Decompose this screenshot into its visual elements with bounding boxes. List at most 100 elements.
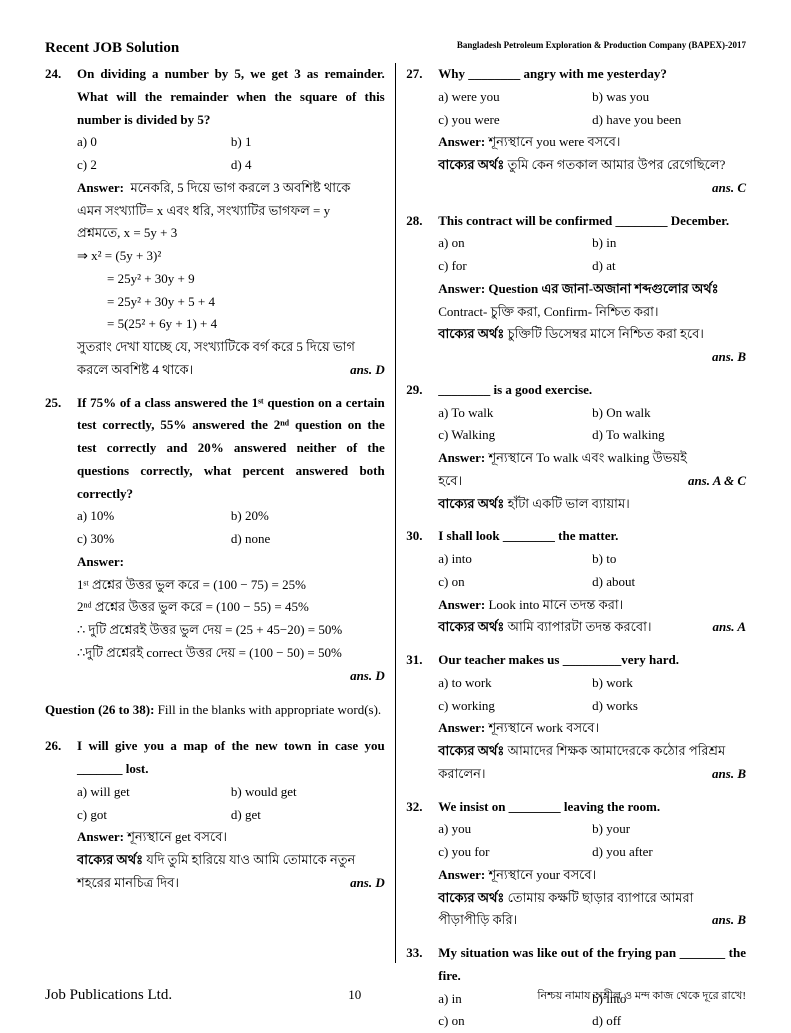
q32-bt1: তোমায় কক্ষটি ছাড়ার ব্যাপারে আমরা (508, 890, 694, 905)
q31-bl: বাক্যের অর্থঃ (438, 743, 507, 758)
q24-opt-d: d) 4 (231, 154, 385, 177)
q27-text: Why ________ angry with me yesterday? (438, 63, 746, 86)
q26-text: I will give you a map of the new town in… (77, 735, 385, 781)
q24-opt-b: b) 1 (231, 131, 385, 154)
q26-opt-c: c) got (77, 804, 231, 827)
q24-exp5: = 25y² + 30y + 9 (77, 268, 385, 291)
q31-opt-b: b) work (592, 672, 746, 695)
q30-at: Look into মানে তদন্ত করা। (488, 597, 623, 612)
footer-right: নিশ্চয় নামায অশ্লীল ও মন্দ কাজ থেকে দূর… (537, 987, 746, 1006)
q31-at: শূন্যস্থানে work বসবে। (488, 720, 599, 735)
q32-opt-d: d) you after (592, 841, 746, 864)
q28-opt-b: b) in (592, 232, 746, 255)
q26-bl: বাক্যের অর্থঃ (77, 852, 146, 867)
q32-opt-a: a) you (438, 818, 592, 841)
q28-text: This contract will be confirmed ________… (438, 210, 746, 233)
question-25: 25. If 75% of a class answered the 1ˢᵗ q… (45, 392, 385, 688)
q26-opt-b: b) would get (231, 781, 385, 804)
q27-bt: তুমি কেন গতকাল আমার উপর রেগেছিলে? (508, 157, 726, 172)
q27-opt-c: c) you were (438, 109, 592, 132)
q24-exp2: এমন সংখ্যাটি= x এবং ধরি, সংখ্যাটির ভাগফল… (77, 200, 385, 223)
q25-ans-label: Answer: (77, 551, 385, 574)
q24-exp6: = 25y² + 30y + 5 + 4 (77, 291, 385, 314)
q24-exp4: ⇒ x² = (5y + 3)² (77, 245, 385, 268)
q29-opt-b: b) On walk (592, 402, 746, 425)
q31-bt2: করালেন। (438, 763, 704, 786)
q32-al: Answer: (438, 867, 488, 882)
q28-opt-c: c) for (438, 255, 592, 278)
q27-al: Answer: (438, 134, 488, 149)
q31-opt-c: c) working (438, 695, 592, 718)
q30-bt: আমি ব্যাপারটা তদন্ত করবো। (508, 619, 652, 634)
q25-opt-a: a) 10% (77, 505, 231, 528)
q28-bl: বাক্যের অর্থঃ (438, 326, 507, 341)
q29-al: Answer: (438, 450, 488, 465)
q27-opt-b: b) was you (592, 86, 746, 109)
question-31: 31. Our teacher makes us _________very h… (406, 649, 746, 786)
question-27: 27. Why ________ angry with me yesterday… (406, 63, 746, 200)
q25-opt-d: d) none (231, 528, 385, 551)
question-32: 32. We insist on ________ leaving the ro… (406, 796, 746, 933)
q27-at: শূন্যস্থানে you were বসবে। (488, 134, 620, 149)
q32-num: 32. (406, 796, 438, 933)
q31-opt-a: a) to work (438, 672, 592, 695)
question-29: 29. ________ is a good exercise. a) To w… (406, 379, 746, 516)
section-note: Question (26 to 38): Fill in the blanks … (45, 699, 385, 721)
q32-opt-c: c) you for (438, 841, 592, 864)
q24-exp7: = 5(25² + 6y + 1) + 4 (77, 313, 385, 336)
q28-final: ans. B (438, 346, 746, 369)
q29-final1: ans. A & C (680, 470, 746, 493)
q24-final: ans. D (342, 359, 385, 382)
q31-final: ans. B (704, 763, 746, 786)
q30-opt-b: b) to (592, 548, 746, 571)
q24-exp8a: সুতরাং দেখা যাচ্ছে যে, সংখ্যাটিকে বর্গ ক… (77, 336, 385, 359)
q30-bl: বাক্যের অর্থঃ (438, 619, 507, 634)
q30-opt-d: d) about (592, 571, 746, 594)
q29-bl: বাক্যের অর্থঃ (438, 496, 507, 511)
header-left: Recent JOB Solution (45, 40, 179, 57)
q27-opt-d: d) have you been (592, 109, 746, 132)
q26-bt1: যদি তুমি হারিয়ে যাও আমি তোমাকে নতুন (146, 852, 355, 867)
q31-al: Answer: (438, 720, 488, 735)
q27-num: 27. (406, 63, 438, 200)
q30-opt-a: a) into (438, 548, 592, 571)
q25-l2: 2ⁿᵈ প্রশ্নের উত্তর ভুল করে = (100 − 55) … (77, 596, 385, 619)
q32-bl: বাক্যের অর্থঃ (438, 890, 507, 905)
question-30: 30. I shall look ________ the matter. a)… (406, 525, 746, 639)
q26-num: 26. (45, 735, 77, 894)
q28-opt-a: a) on (438, 232, 592, 255)
q29-opt-d: d) To walking (592, 424, 746, 447)
q25-opt-c: c) 30% (77, 528, 231, 551)
q25-l1: 1ˢᵗ প্রশ্নের উত্তর ভুল করে = (100 − 75) … (77, 574, 385, 597)
q28-num: 28. (406, 210, 438, 369)
q31-bt1: আমাদের শিক্ষক আমাদেরকে কঠোর পরিশ্রম (508, 743, 726, 758)
q30-num: 30. (406, 525, 438, 639)
footer-page-num: 10 (348, 987, 361, 1006)
q25-l3: ∴ দুটি প্রশ্নেরই উত্তর ভুল দেয় = (25 + … (77, 619, 385, 642)
q32-opt-b: b) your (592, 818, 746, 841)
footer-left: Job Publications Ltd. (45, 987, 172, 1006)
q25-text: If 75% of a class answered the 1ˢᵗ quest… (77, 392, 385, 506)
right-column: 27. Why ________ angry with me yesterday… (396, 63, 746, 963)
q30-opt-c: c) on (438, 571, 592, 594)
q29-at1: শূন্যস্থানে To walk এবং walking উভয়ই (488, 450, 686, 465)
q30-al: Answer: (438, 597, 488, 612)
q28-opt-d: d) at (592, 255, 746, 278)
q26-at: শূন্যস্থানে get বসবে। (127, 829, 227, 844)
q25-opt-b: b) 20% (231, 505, 385, 528)
q24-opt-a: a) 0 (77, 131, 231, 154)
q24-ans-label: Answer: (77, 180, 124, 195)
q26-al: Answer: (77, 829, 127, 844)
q29-bt: হাঁটা একটি ভাল ব্যায়াম। (508, 496, 630, 511)
q26-final: ans. D (342, 872, 385, 895)
q24-exp1: মনেকরি, 5 দিয়ে ভাগ করলে 3 অবশিষ্ট থাকে (130, 180, 350, 195)
left-column: 24. On dividing a number by 5, we get 3 … (45, 63, 395, 963)
q25-l4: ∴দুটি প্রশ্নেরই correct উত্তর দেয় = (10… (77, 642, 385, 665)
q24-num: 24. (45, 63, 77, 382)
q32-bt2: পীড়াপীড়ি করি। (438, 909, 704, 932)
q32-text: We insist on ________ leaving the room. (438, 796, 746, 819)
q27-final: ans. C (438, 177, 746, 200)
question-28: 28. This contract will be confirmed ____… (406, 210, 746, 369)
q24-text: On dividing a number by 5, we get 3 as r… (77, 63, 385, 131)
q30-final: ans. A (705, 616, 746, 639)
